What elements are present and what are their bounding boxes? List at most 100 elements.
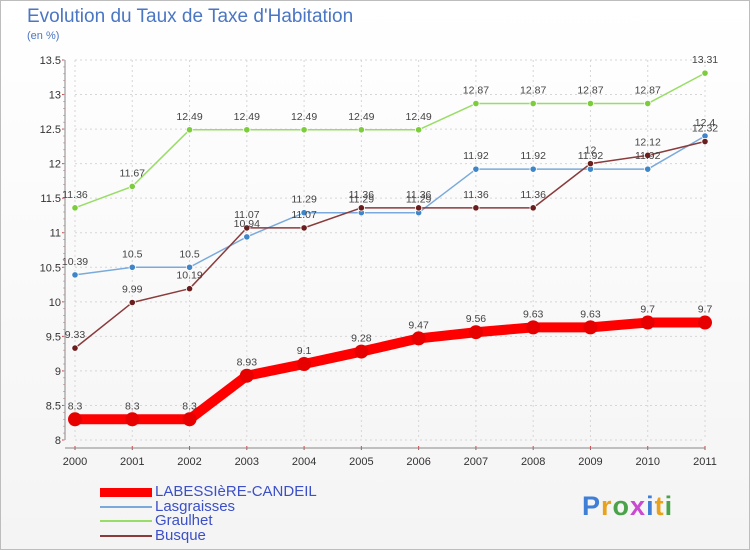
series-point-2 <box>472 99 480 108</box>
data-label: 9.56 <box>466 313 487 325</box>
series-point-1 <box>644 165 652 173</box>
data-label: 8.3 <box>68 400 83 412</box>
x-tick-label: 2009 <box>578 456 602 468</box>
data-label: 12.49 <box>176 111 202 123</box>
series-point-0 <box>411 331 426 346</box>
data-label: 11.07 <box>291 209 317 221</box>
chart-title: Evolution du Taux de Taxe d'Habitation <box>27 6 354 27</box>
data-label: 9.33 <box>65 329 86 341</box>
series-point-0 <box>640 315 655 330</box>
data-label: 8.93 <box>237 357 258 369</box>
series-point-0 <box>68 412 82 427</box>
series-point-0 <box>583 320 598 335</box>
series-point-0 <box>526 320 541 335</box>
data-label: 12 <box>585 145 597 157</box>
data-label: 12.87 <box>577 85 603 97</box>
series-line-3 <box>74 140 706 349</box>
y-tick-label: 8 <box>55 435 61 447</box>
series-point-1 <box>472 165 480 173</box>
y-tick-label: 12.5 <box>40 124 61 136</box>
series-point-2 <box>415 126 423 134</box>
legend-label-1: Lasgraisses <box>155 498 236 515</box>
series-point-2 <box>243 126 251 134</box>
y-tick-label: 13.5 <box>40 55 61 67</box>
series-point-2 <box>185 126 194 134</box>
data-label: 9.99 <box>122 284 143 296</box>
series-point-2 <box>529 99 537 108</box>
series-point-0 <box>354 344 369 359</box>
data-label: 11.29 <box>291 194 317 206</box>
series-point-1 <box>300 209 308 217</box>
data-label: 9.28 <box>351 333 372 345</box>
series-point-0 <box>468 325 483 340</box>
data-label: 10.5 <box>179 248 200 260</box>
series-point-2 <box>586 99 595 108</box>
series-point-3 <box>529 204 537 212</box>
series-point-3 <box>71 344 79 352</box>
x-tick-label: 2001 <box>120 456 144 468</box>
data-label: 11.36 <box>463 189 489 201</box>
series-point-3 <box>415 204 423 212</box>
data-label: 12.12 <box>635 136 661 148</box>
logo-letter: r <box>601 491 613 521</box>
y-tick-label: 12 <box>49 159 61 171</box>
series-point-2 <box>128 182 136 191</box>
data-label: 11.36 <box>520 189 546 201</box>
data-label: 11.92 <box>463 150 489 162</box>
legend-swatch-0 <box>100 487 152 497</box>
series-point-0 <box>182 412 197 427</box>
series-point-0 <box>125 412 140 427</box>
data-label: 9.1 <box>297 345 312 357</box>
legend-label-0: LABESSIèRE-CANDEIL <box>155 483 317 500</box>
data-label: 8.3 <box>182 400 197 412</box>
data-label: 12.49 <box>291 111 317 123</box>
data-label: 11.67 <box>120 167 146 179</box>
series-point-3 <box>644 151 652 159</box>
legend-swatch-1 <box>100 506 152 508</box>
data-label: 12.49 <box>348 111 374 123</box>
series-point-3 <box>701 137 709 146</box>
series-line-1 <box>74 135 706 276</box>
data-label: 12.49 <box>234 111 260 123</box>
x-tick-label: 2004 <box>292 456 316 468</box>
series-point-1 <box>128 263 136 271</box>
series-point-3 <box>300 224 308 232</box>
series-point-0 <box>698 315 712 330</box>
data-label: 11.29 <box>406 194 432 206</box>
series-point-3 <box>243 224 251 232</box>
x-tick-label: 2002 <box>177 456 201 468</box>
y-tick-label: 9.5 <box>46 331 61 343</box>
data-label: 9.63 <box>523 308 544 320</box>
y-tick-label: 13 <box>49 90 61 102</box>
series-line-0 <box>75 317 705 425</box>
series-line-2 <box>74 72 706 209</box>
logo-letter: t <box>654 491 665 521</box>
logo-letter: P <box>582 491 602 521</box>
x-tick-label: 2005 <box>349 456 373 468</box>
series-point-3 <box>357 204 365 212</box>
data-label: 9.63 <box>580 308 601 320</box>
legend-swatch-2 <box>100 520 152 522</box>
data-label: 10.5 <box>122 248 143 260</box>
y-tick-label: 8.5 <box>46 400 61 412</box>
data-label: 12.87 <box>463 85 489 97</box>
legend-label-2: Graulhet <box>155 512 213 529</box>
proxiti-logo: Proxiti <box>582 491 673 522</box>
data-label: 13.31 <box>692 54 718 66</box>
data-label: 12.32 <box>692 123 718 135</box>
legend-label-3: Busque <box>155 527 206 544</box>
x-tick-label: 2003 <box>235 456 259 468</box>
series-point-0 <box>239 368 254 383</box>
logo-letter: i <box>646 491 655 521</box>
series-point-3 <box>472 204 480 212</box>
x-tick-label: 2010 <box>635 456 659 468</box>
data-label: 10.19 <box>176 270 202 282</box>
data-label: 12.87 <box>520 85 546 97</box>
series-point-2 <box>300 126 308 134</box>
data-label: 11.92 <box>578 150 604 162</box>
series-point-3 <box>185 285 194 293</box>
series-point-3 <box>586 160 595 168</box>
legend-swatch-3 <box>100 535 152 537</box>
